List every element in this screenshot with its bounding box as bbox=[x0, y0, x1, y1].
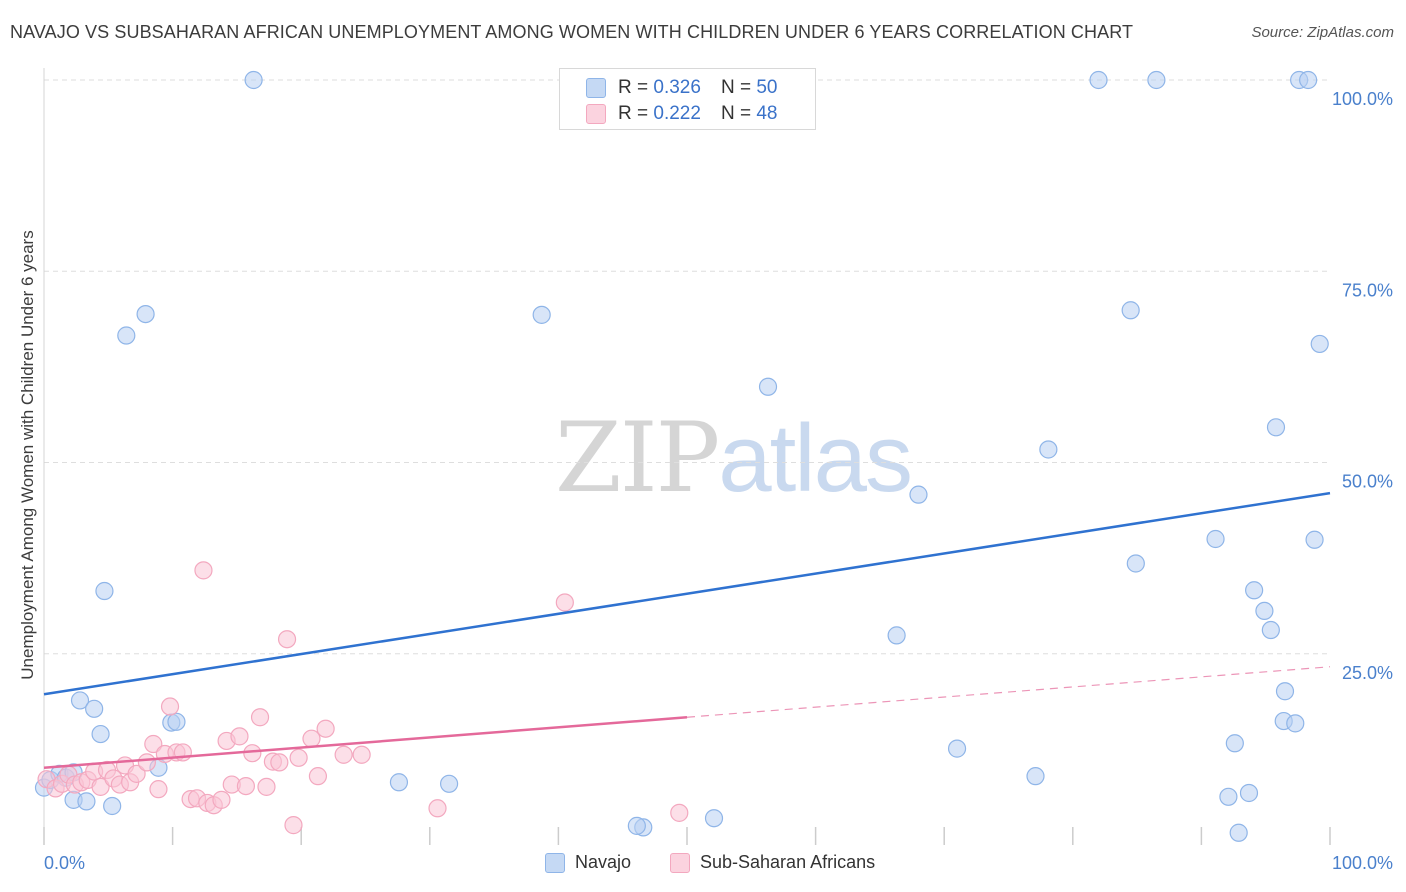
navajo-point bbox=[1147, 70, 1166, 90]
subsaharan-point bbox=[670, 803, 689, 822]
navajo-point bbox=[136, 304, 155, 324]
navajo-trendline bbox=[43, 491, 1331, 696]
navajo-point bbox=[70, 691, 90, 710]
navajo-point bbox=[91, 724, 110, 744]
navajo-point bbox=[1305, 530, 1324, 549]
bottom-legend-subsaharan[interactable]: Sub-Saharan Africans bbox=[670, 852, 875, 873]
x-tick-label-right: 100.0% bbox=[1332, 853, 1393, 873]
y-axis-label: Unemployment Among Women with Children U… bbox=[18, 230, 37, 680]
navajo-point bbox=[439, 774, 459, 793]
navajo-point bbox=[532, 305, 551, 324]
chart-title: NAVAJO VS SUBSAHARAN AFRICAN UNEMPLOYMEN… bbox=[10, 22, 1134, 42]
navajo-legend-label: Navajo bbox=[575, 852, 632, 872]
subsaharan-point bbox=[257, 777, 276, 796]
bottom-legend-navajo[interactable]: Navajo bbox=[545, 852, 631, 873]
navajo-point bbox=[1286, 714, 1305, 733]
subsaharan-legend-label: Sub-Saharan Africans bbox=[700, 852, 876, 872]
subsaharan-point bbox=[160, 697, 180, 716]
navajo-point bbox=[1039, 440, 1058, 459]
subsaharan-point bbox=[428, 799, 447, 818]
r-value-subsaharan: 0.222 bbox=[653, 103, 701, 124]
navajo-point bbox=[758, 377, 778, 396]
subsaharan-point bbox=[302, 729, 321, 748]
stats-legend: R = 0.326 N = 50 R = 0.222 N = 48 bbox=[559, 68, 816, 130]
navajo-point bbox=[1299, 70, 1318, 90]
n-value-subsaharan: 48 bbox=[756, 103, 778, 124]
navajo-point bbox=[103, 796, 122, 816]
r-value-navajo: 0.326 bbox=[653, 77, 701, 98]
subsaharan-point bbox=[270, 753, 289, 772]
subsaharan-point bbox=[284, 816, 303, 835]
subsaharan-point bbox=[144, 734, 163, 754]
navajo-point bbox=[1026, 767, 1045, 786]
navajo-point bbox=[1206, 529, 1225, 549]
watermark-zip: ZIP bbox=[555, 402, 720, 514]
n-value-navajo: 50 bbox=[756, 77, 778, 98]
subsaharan-swatch bbox=[586, 104, 606, 124]
navajo-point bbox=[1245, 581, 1264, 600]
navajo-point bbox=[909, 485, 928, 504]
y-tick-label: 75.0% bbox=[1342, 280, 1393, 300]
navajo-point bbox=[1310, 334, 1329, 354]
subsaharan-point bbox=[243, 744, 262, 763]
navajo-point bbox=[1225, 734, 1244, 753]
navajo-point bbox=[1229, 823, 1248, 842]
r-label: R = bbox=[618, 77, 649, 98]
n-label: N = bbox=[720, 77, 752, 98]
subsaharan-trendline-dashed bbox=[686, 666, 1331, 718]
navajo-point bbox=[1219, 787, 1238, 806]
watermark: ZIPatlas bbox=[555, 402, 913, 514]
subsaharan-trendline bbox=[43, 715, 688, 769]
navajo-point bbox=[77, 792, 96, 811]
subsaharan-point bbox=[91, 777, 110, 796]
navajo-point bbox=[95, 581, 114, 601]
navajo-point bbox=[244, 70, 263, 90]
x-tick-label-left: 0.0% bbox=[44, 853, 85, 873]
subsaharan-point bbox=[555, 593, 574, 612]
navajo-point bbox=[1275, 682, 1295, 701]
subsaharan-point bbox=[289, 748, 308, 767]
navajo-point bbox=[1126, 554, 1145, 573]
subsaharan-point bbox=[194, 561, 213, 580]
subsaharan-point bbox=[334, 745, 353, 764]
navajo-legend-swatch bbox=[545, 852, 565, 873]
subsaharan-point bbox=[316, 719, 335, 738]
subsaharan-point bbox=[236, 776, 256, 796]
subsaharan-legend-swatch bbox=[670, 852, 690, 873]
subsaharan-point bbox=[277, 630, 297, 649]
navajo-point bbox=[627, 816, 646, 835]
subsaharan-point bbox=[212, 790, 231, 809]
navajo-point bbox=[85, 699, 104, 718]
y-tick-label: 50.0% bbox=[1342, 472, 1393, 492]
subsaharan-point bbox=[149, 780, 168, 799]
navajo-point bbox=[1089, 70, 1108, 90]
navajo-point bbox=[1255, 601, 1274, 621]
subsaharan-point bbox=[137, 753, 156, 772]
navajo-point bbox=[947, 739, 967, 758]
subsaharan-point bbox=[352, 745, 371, 764]
navajo-point bbox=[117, 326, 136, 345]
navajo-point bbox=[704, 809, 724, 828]
subsaharan-point bbox=[127, 764, 146, 783]
y-tick-label: 100.0% bbox=[1332, 89, 1393, 109]
subsaharan-point bbox=[308, 767, 328, 786]
navajo-point bbox=[887, 626, 906, 645]
source-label: Source: ZipAtlas.com bbox=[1251, 24, 1394, 41]
navajo-swatch bbox=[586, 78, 606, 98]
subsaharan-point bbox=[230, 727, 249, 746]
navajo-point bbox=[167, 712, 186, 731]
y-tick-label: 25.0% bbox=[1342, 663, 1393, 683]
r-label: R = bbox=[618, 103, 649, 124]
subsaharan-point bbox=[250, 708, 270, 727]
legend-row-subsaharan: R = 0.222 N = 48 bbox=[586, 102, 777, 126]
navajo-point bbox=[1266, 418, 1286, 437]
n-label: N = bbox=[720, 103, 752, 124]
watermark-atlas: atlas bbox=[718, 405, 913, 512]
navajo-point bbox=[389, 773, 409, 792]
navajo-point bbox=[1261, 620, 1280, 640]
navajo-point bbox=[1239, 783, 1259, 803]
legend-row-navajo: R = 0.326 N = 50 bbox=[586, 76, 777, 100]
navajo-point bbox=[1121, 301, 1140, 320]
